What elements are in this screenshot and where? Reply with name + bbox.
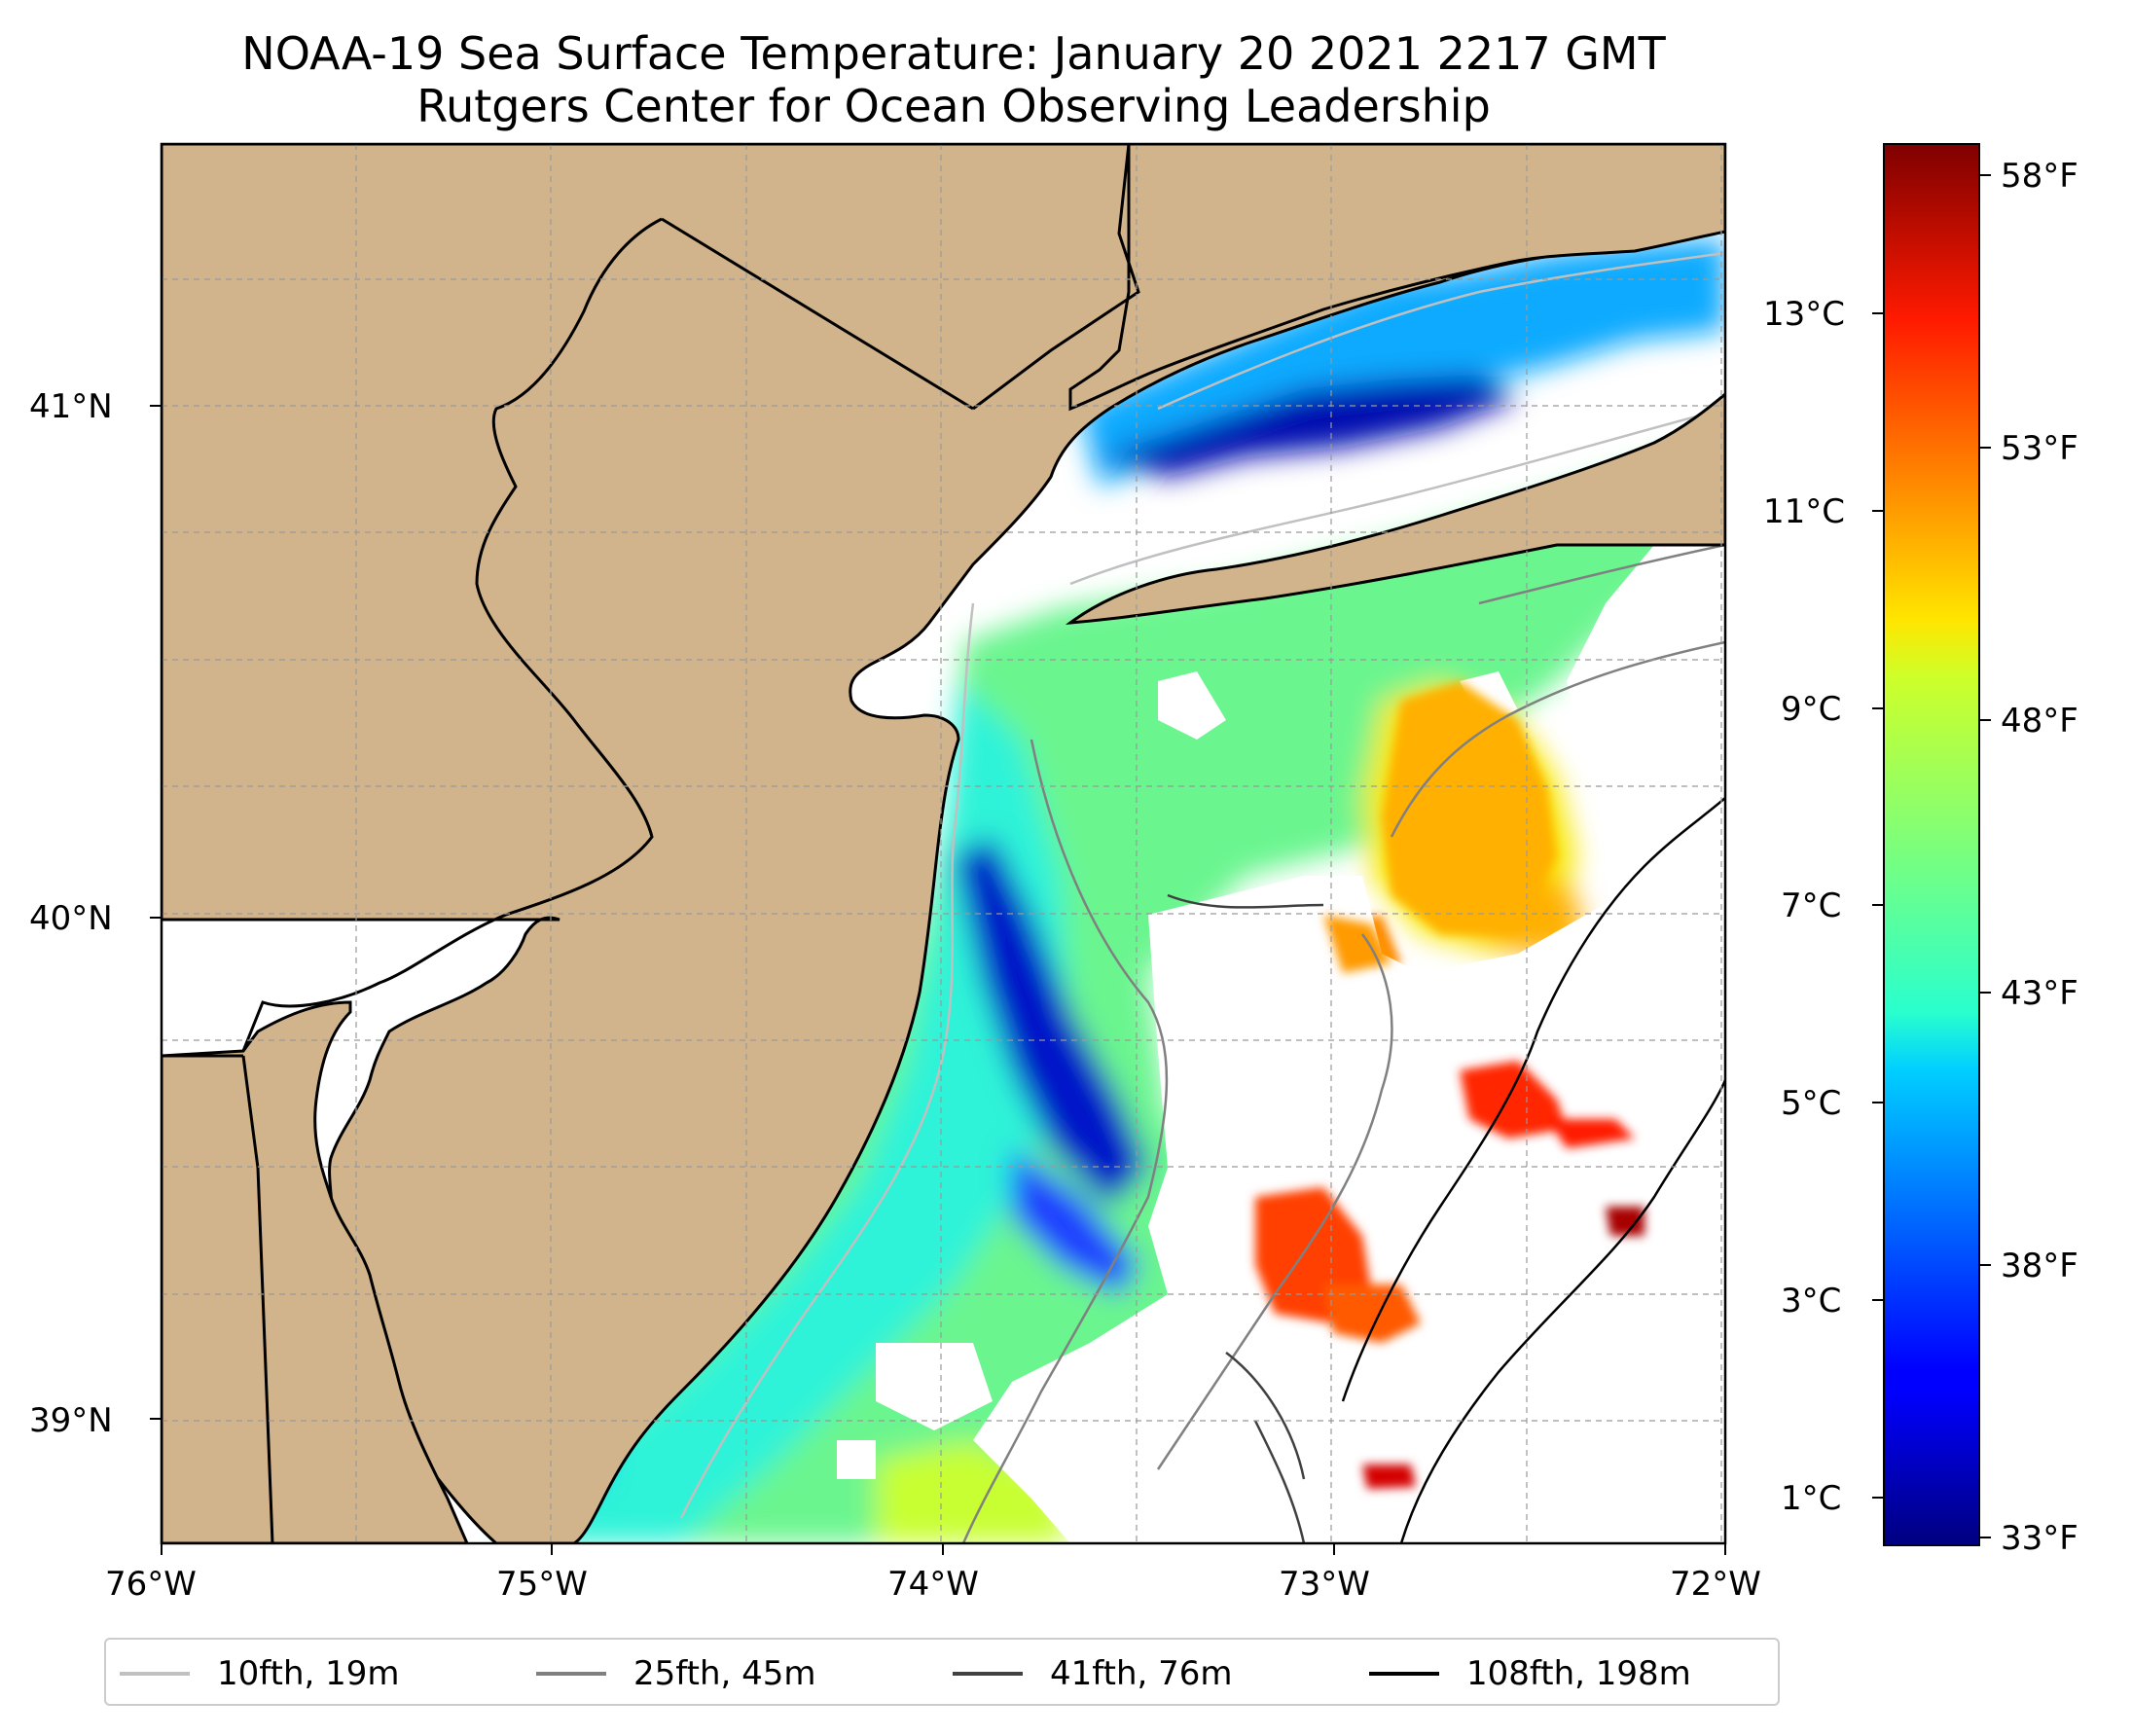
warm-patches-offshore	[1255, 681, 1644, 1489]
legend-item-25fth: 25fth, 45m	[536, 1640, 816, 1708]
bathymetry-contours	[679, 251, 1725, 1543]
figure-title: NOAA-19 Sea Surface Temperature: January…	[241, 27, 1666, 80]
colorbar-fahrenheit-label: 53°F	[2001, 429, 2078, 468]
cloud-holes	[837, 525, 1725, 1543]
colorbar-ticks	[1872, 174, 1991, 1538]
lon-tick-label: 73°W	[1279, 1565, 1370, 1604]
figure-subtitle: Rutgers Center for Ocean Observing Leade…	[416, 80, 1491, 132]
lat-tick-label: 41°N	[29, 387, 113, 426]
legend-label: 25fth, 45m	[633, 1654, 816, 1693]
colorbar-fahrenheit-label: 38°F	[2001, 1247, 2078, 1285]
lat-tick-label: 40°N	[29, 899, 113, 938]
contour-41fth	[1167, 893, 1324, 1543]
colorbar-fahrenheit-label: 58°F	[2001, 157, 2078, 196]
legend-swatch	[953, 1672, 1023, 1676]
colorbar-celsius-label: 7°C	[1781, 886, 1842, 925]
colorbar-celsius-label: 3°C	[1781, 1282, 1842, 1320]
land-connecticut	[1068, 144, 1725, 412]
legend-swatch	[1369, 1672, 1439, 1676]
colorbar-celsius-label: 9°C	[1781, 690, 1842, 729]
legend-item-10fth: 10fth, 19m	[120, 1640, 400, 1708]
legend-swatch	[120, 1672, 190, 1676]
land-long-island	[1065, 392, 1725, 625]
contour-25fth	[961, 543, 1725, 1543]
colorbar-fahrenheit-label: 33°F	[2001, 1519, 2078, 1558]
lon-tick-label: 72°W	[1670, 1565, 1761, 1604]
contour-108fth	[1341, 797, 1725, 1543]
state-borders	[162, 144, 1140, 1543]
legend-label: 41fth, 76m	[1050, 1654, 1233, 1693]
land-delmarva	[162, 1000, 469, 1543]
legend-item-41fth: 41fth, 76m	[953, 1640, 1233, 1708]
legend-swatch	[536, 1672, 606, 1676]
gridlines	[162, 144, 1725, 1543]
colorbar	[1883, 143, 1980, 1546]
colorbar-fahrenheit-label: 48°F	[2001, 702, 2078, 741]
colorbar-celsius-label: 1°C	[1781, 1479, 1842, 1518]
lon-tick-label: 74°W	[887, 1565, 979, 1604]
legend-item-108fth: 108fth, 198m	[1369, 1640, 1691, 1708]
lon-tick-label: 76°W	[105, 1565, 197, 1604]
axis-ticks	[150, 405, 1726, 1555]
land-mainland	[162, 144, 1725, 1543]
colorbar-celsius-label: 13°C	[1763, 295, 1846, 334]
contour-legend: 10fth, 19m 25fth, 45m 41fth, 76m 108fth,…	[104, 1638, 1780, 1706]
legend-label: 108fth, 198m	[1466, 1654, 1691, 1693]
colorbar-celsius-label: 11°C	[1763, 492, 1846, 531]
colorbar-fahrenheit-label: 43°F	[2001, 974, 2078, 1013]
land	[162, 144, 1725, 1543]
colorbar-celsius-label: 5°C	[1781, 1084, 1842, 1123]
lat-tick-label: 39°N	[29, 1401, 113, 1440]
lon-tick-label: 75°W	[496, 1565, 588, 1604]
legend-label: 10fth, 19m	[217, 1654, 400, 1693]
